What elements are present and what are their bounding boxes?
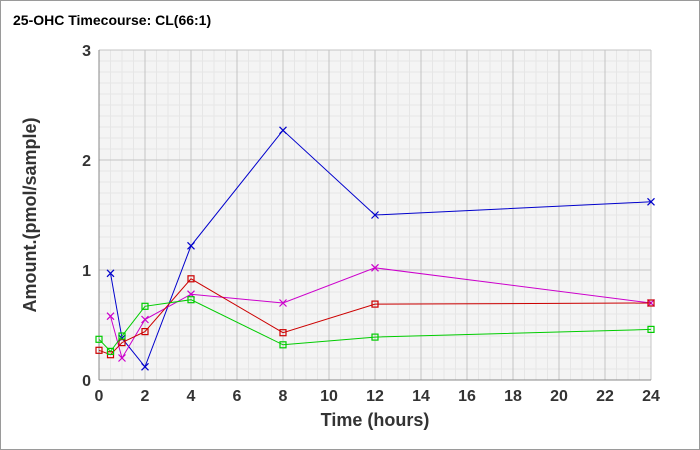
- data-point: [371, 211, 379, 219]
- data-point: [106, 312, 115, 321]
- data-point: [647, 299, 655, 307]
- marker-stroke: [118, 354, 126, 362]
- series-4: [95, 296, 655, 355]
- chart-title: 25-OHC Timecourse: CL(66:1): [13, 12, 212, 28]
- data-point: [95, 346, 103, 354]
- x-tick-label: 24: [642, 388, 660, 405]
- marker-stroke: [118, 334, 126, 343]
- x-tick-label: 4: [187, 388, 196, 405]
- data-point: [279, 126, 287, 135]
- y-axis-label: Amount.(pmol/sample): [20, 117, 40, 312]
- x-tick-label: 18: [504, 388, 522, 405]
- data-point: [118, 332, 126, 340]
- marker-stroke: [187, 241, 195, 250]
- marker-stroke: [141, 315, 149, 324]
- marker-stroke: [106, 269, 115, 278]
- y-tick-label: 3: [82, 43, 91, 60]
- marker-stroke: [141, 362, 149, 371]
- x-tick-label: 20: [550, 388, 568, 405]
- data-point: [279, 299, 287, 307]
- data-point: [95, 335, 103, 343]
- series-layer: [95, 126, 655, 371]
- marker-stroke: [371, 263, 379, 272]
- data-point: [371, 333, 379, 341]
- data-point: [141, 362, 149, 371]
- x-tick-label: 10: [320, 388, 338, 405]
- data-point: [118, 334, 126, 343]
- x-tick-label: 6: [233, 388, 242, 405]
- x-tick-label: 0: [95, 388, 104, 405]
- data-point: [118, 339, 126, 347]
- axes: [98, 50, 651, 381]
- data-point: [279, 341, 287, 349]
- y-tick-label: 0: [82, 373, 91, 390]
- series-2: [106, 263, 655, 362]
- x-tick-label: 14: [412, 388, 430, 405]
- x-tick-label: 8: [279, 388, 288, 405]
- x-tick-label: 2: [141, 388, 150, 405]
- x-tick-label: 22: [596, 388, 614, 405]
- marker-stroke: [279, 126, 287, 135]
- data-point: [187, 275, 195, 283]
- data-point: [106, 269, 115, 278]
- data-point: [371, 263, 379, 272]
- x-tick-label: 12: [366, 388, 384, 405]
- data-point: [371, 300, 379, 308]
- data-point: [141, 328, 149, 336]
- series-1: [106, 126, 655, 371]
- marker-stroke: [106, 312, 115, 321]
- series-line: [98, 278, 652, 356]
- x-axis-label: Time (hours): [321, 410, 430, 430]
- marker-stroke: [279, 299, 287, 307]
- data-point: [647, 325, 655, 333]
- x-tick-label: 16: [458, 388, 476, 405]
- data-point: [141, 315, 149, 324]
- marker-stroke: [647, 197, 655, 206]
- y-tick-label: 1: [82, 263, 91, 280]
- data-point: [187, 296, 195, 304]
- data-point: [141, 302, 149, 310]
- data-point: [187, 241, 195, 250]
- data-point: [647, 197, 655, 206]
- marker-stroke: [371, 211, 379, 219]
- y-tick-label: 2: [82, 153, 91, 170]
- data-point: [279, 329, 287, 337]
- data-point: [106, 347, 115, 355]
- data-point: [118, 354, 126, 362]
